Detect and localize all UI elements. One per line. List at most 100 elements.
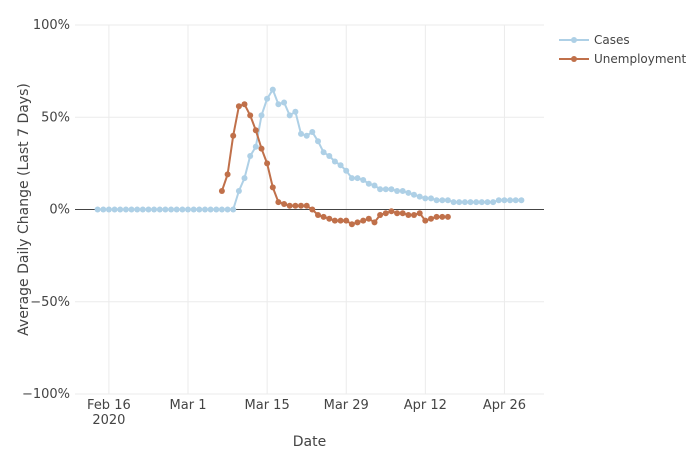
data-point-unemployment[interactable] <box>399 210 406 217</box>
data-point-unemployment[interactable] <box>337 217 344 224</box>
data-point-unemployment[interactable] <box>269 184 276 191</box>
data-point-cases[interactable] <box>303 132 310 139</box>
data-point-unemployment[interactable] <box>354 219 361 226</box>
data-point-cases[interactable] <box>94 206 101 213</box>
data-point-cases[interactable] <box>399 188 406 194</box>
data-point-unemployment[interactable] <box>444 213 451 220</box>
data-point-cases[interactable] <box>292 108 299 115</box>
data-point-unemployment[interactable] <box>394 210 401 217</box>
data-point-cases[interactable] <box>518 197 525 204</box>
data-point-cases[interactable] <box>416 193 423 200</box>
data-point-unemployment[interactable] <box>258 145 265 152</box>
data-point-cases[interactable] <box>422 195 429 202</box>
data-point-cases[interactable] <box>450 199 457 206</box>
data-point-cases[interactable] <box>151 206 158 213</box>
data-point-unemployment[interactable] <box>405 212 412 218</box>
data-point-cases[interactable] <box>382 186 389 193</box>
data-point-cases[interactable] <box>495 197 502 204</box>
data-point-cases[interactable] <box>428 195 434 202</box>
data-point-cases[interactable] <box>111 206 118 213</box>
data-point-unemployment[interactable] <box>264 160 271 167</box>
data-point-unemployment[interactable] <box>247 112 254 119</box>
data-point-unemployment[interactable] <box>439 213 446 220</box>
data-point-cases[interactable] <box>331 158 338 165</box>
data-point-cases[interactable] <box>309 129 316 135</box>
data-point-cases[interactable] <box>168 206 175 213</box>
data-point-cases[interactable] <box>173 206 180 213</box>
data-point-cases[interactable] <box>247 153 254 159</box>
data-point-cases[interactable] <box>134 206 141 213</box>
data-point-cases[interactable] <box>444 197 451 204</box>
data-point-cases[interactable] <box>258 112 265 119</box>
data-point-cases[interactable] <box>337 162 344 169</box>
data-point-cases[interactable] <box>377 186 384 193</box>
data-point-cases[interactable] <box>507 197 514 204</box>
data-point-cases[interactable] <box>162 206 169 213</box>
data-point-unemployment[interactable] <box>309 206 316 213</box>
data-point-cases[interactable] <box>439 197 446 204</box>
data-point-unemployment[interactable] <box>230 132 237 139</box>
data-point-unemployment[interactable] <box>320 213 327 220</box>
data-point-unemployment[interactable] <box>428 215 434 222</box>
data-point-cases[interactable] <box>371 182 378 189</box>
data-point-cases[interactable] <box>207 206 214 213</box>
data-point-unemployment[interactable] <box>411 212 417 218</box>
data-point-cases[interactable] <box>473 199 480 206</box>
data-point-cases[interactable] <box>202 206 208 213</box>
data-point-cases[interactable] <box>484 199 491 206</box>
data-point-unemployment[interactable] <box>360 217 367 224</box>
data-point-cases[interactable] <box>405 189 412 196</box>
data-point-unemployment[interactable] <box>224 171 231 178</box>
data-point-cases[interactable] <box>365 180 372 187</box>
data-point-unemployment[interactable] <box>365 215 372 222</box>
data-point-cases[interactable] <box>264 95 271 102</box>
data-point-cases[interactable] <box>354 175 361 182</box>
data-point-cases[interactable] <box>360 177 367 183</box>
legend-item-cases[interactable]: Cases <box>559 33 630 47</box>
data-point-cases[interactable] <box>512 197 519 204</box>
data-point-unemployment[interactable] <box>218 188 225 194</box>
data-point-unemployment[interactable] <box>286 202 293 209</box>
data-point-cases[interactable] <box>388 186 395 193</box>
data-point-unemployment[interactable] <box>235 103 242 110</box>
data-point-cases[interactable] <box>433 197 440 204</box>
data-point-unemployment[interactable] <box>382 210 389 217</box>
data-point-cases[interactable] <box>218 206 225 213</box>
data-point-cases[interactable] <box>478 199 485 206</box>
data-point-cases[interactable] <box>269 86 276 93</box>
data-point-cases[interactable] <box>252 143 259 150</box>
data-point-cases[interactable] <box>326 153 333 159</box>
data-point-unemployment[interactable] <box>331 217 338 224</box>
data-point-cases[interactable] <box>241 175 248 182</box>
data-point-cases[interactable] <box>286 112 293 119</box>
data-point-unemployment[interactable] <box>343 217 350 224</box>
data-point-cases[interactable] <box>315 138 321 145</box>
data-point-unemployment[interactable] <box>241 101 248 108</box>
data-point-unemployment[interactable] <box>326 215 333 222</box>
data-point-unemployment[interactable] <box>371 219 378 226</box>
data-point-unemployment[interactable] <box>292 202 299 209</box>
data-point-cases[interactable] <box>128 206 135 213</box>
data-point-cases[interactable] <box>179 206 186 213</box>
data-point-unemployment[interactable] <box>275 199 282 206</box>
data-point-cases[interactable] <box>196 206 203 213</box>
data-point-cases[interactable] <box>117 206 124 213</box>
data-point-unemployment[interactable] <box>416 210 423 217</box>
data-point-cases[interactable] <box>467 199 474 206</box>
data-point-cases[interactable] <box>490 199 497 206</box>
data-point-unemployment[interactable] <box>377 212 384 218</box>
data-point-cases[interactable] <box>105 206 112 213</box>
data-point-cases[interactable] <box>275 101 282 108</box>
data-point-cases[interactable] <box>185 206 191 213</box>
data-point-cases[interactable] <box>343 167 350 174</box>
data-point-unemployment[interactable] <box>252 127 259 134</box>
data-point-cases[interactable] <box>235 188 242 194</box>
data-point-cases[interactable] <box>230 206 237 213</box>
data-point-cases[interactable] <box>139 206 146 213</box>
data-point-unemployment[interactable] <box>422 217 429 224</box>
data-point-unemployment[interactable] <box>298 202 304 209</box>
data-point-unemployment[interactable] <box>315 212 321 218</box>
data-point-cases[interactable] <box>411 191 417 198</box>
data-point-unemployment[interactable] <box>388 208 395 215</box>
data-point-cases[interactable] <box>501 197 508 204</box>
